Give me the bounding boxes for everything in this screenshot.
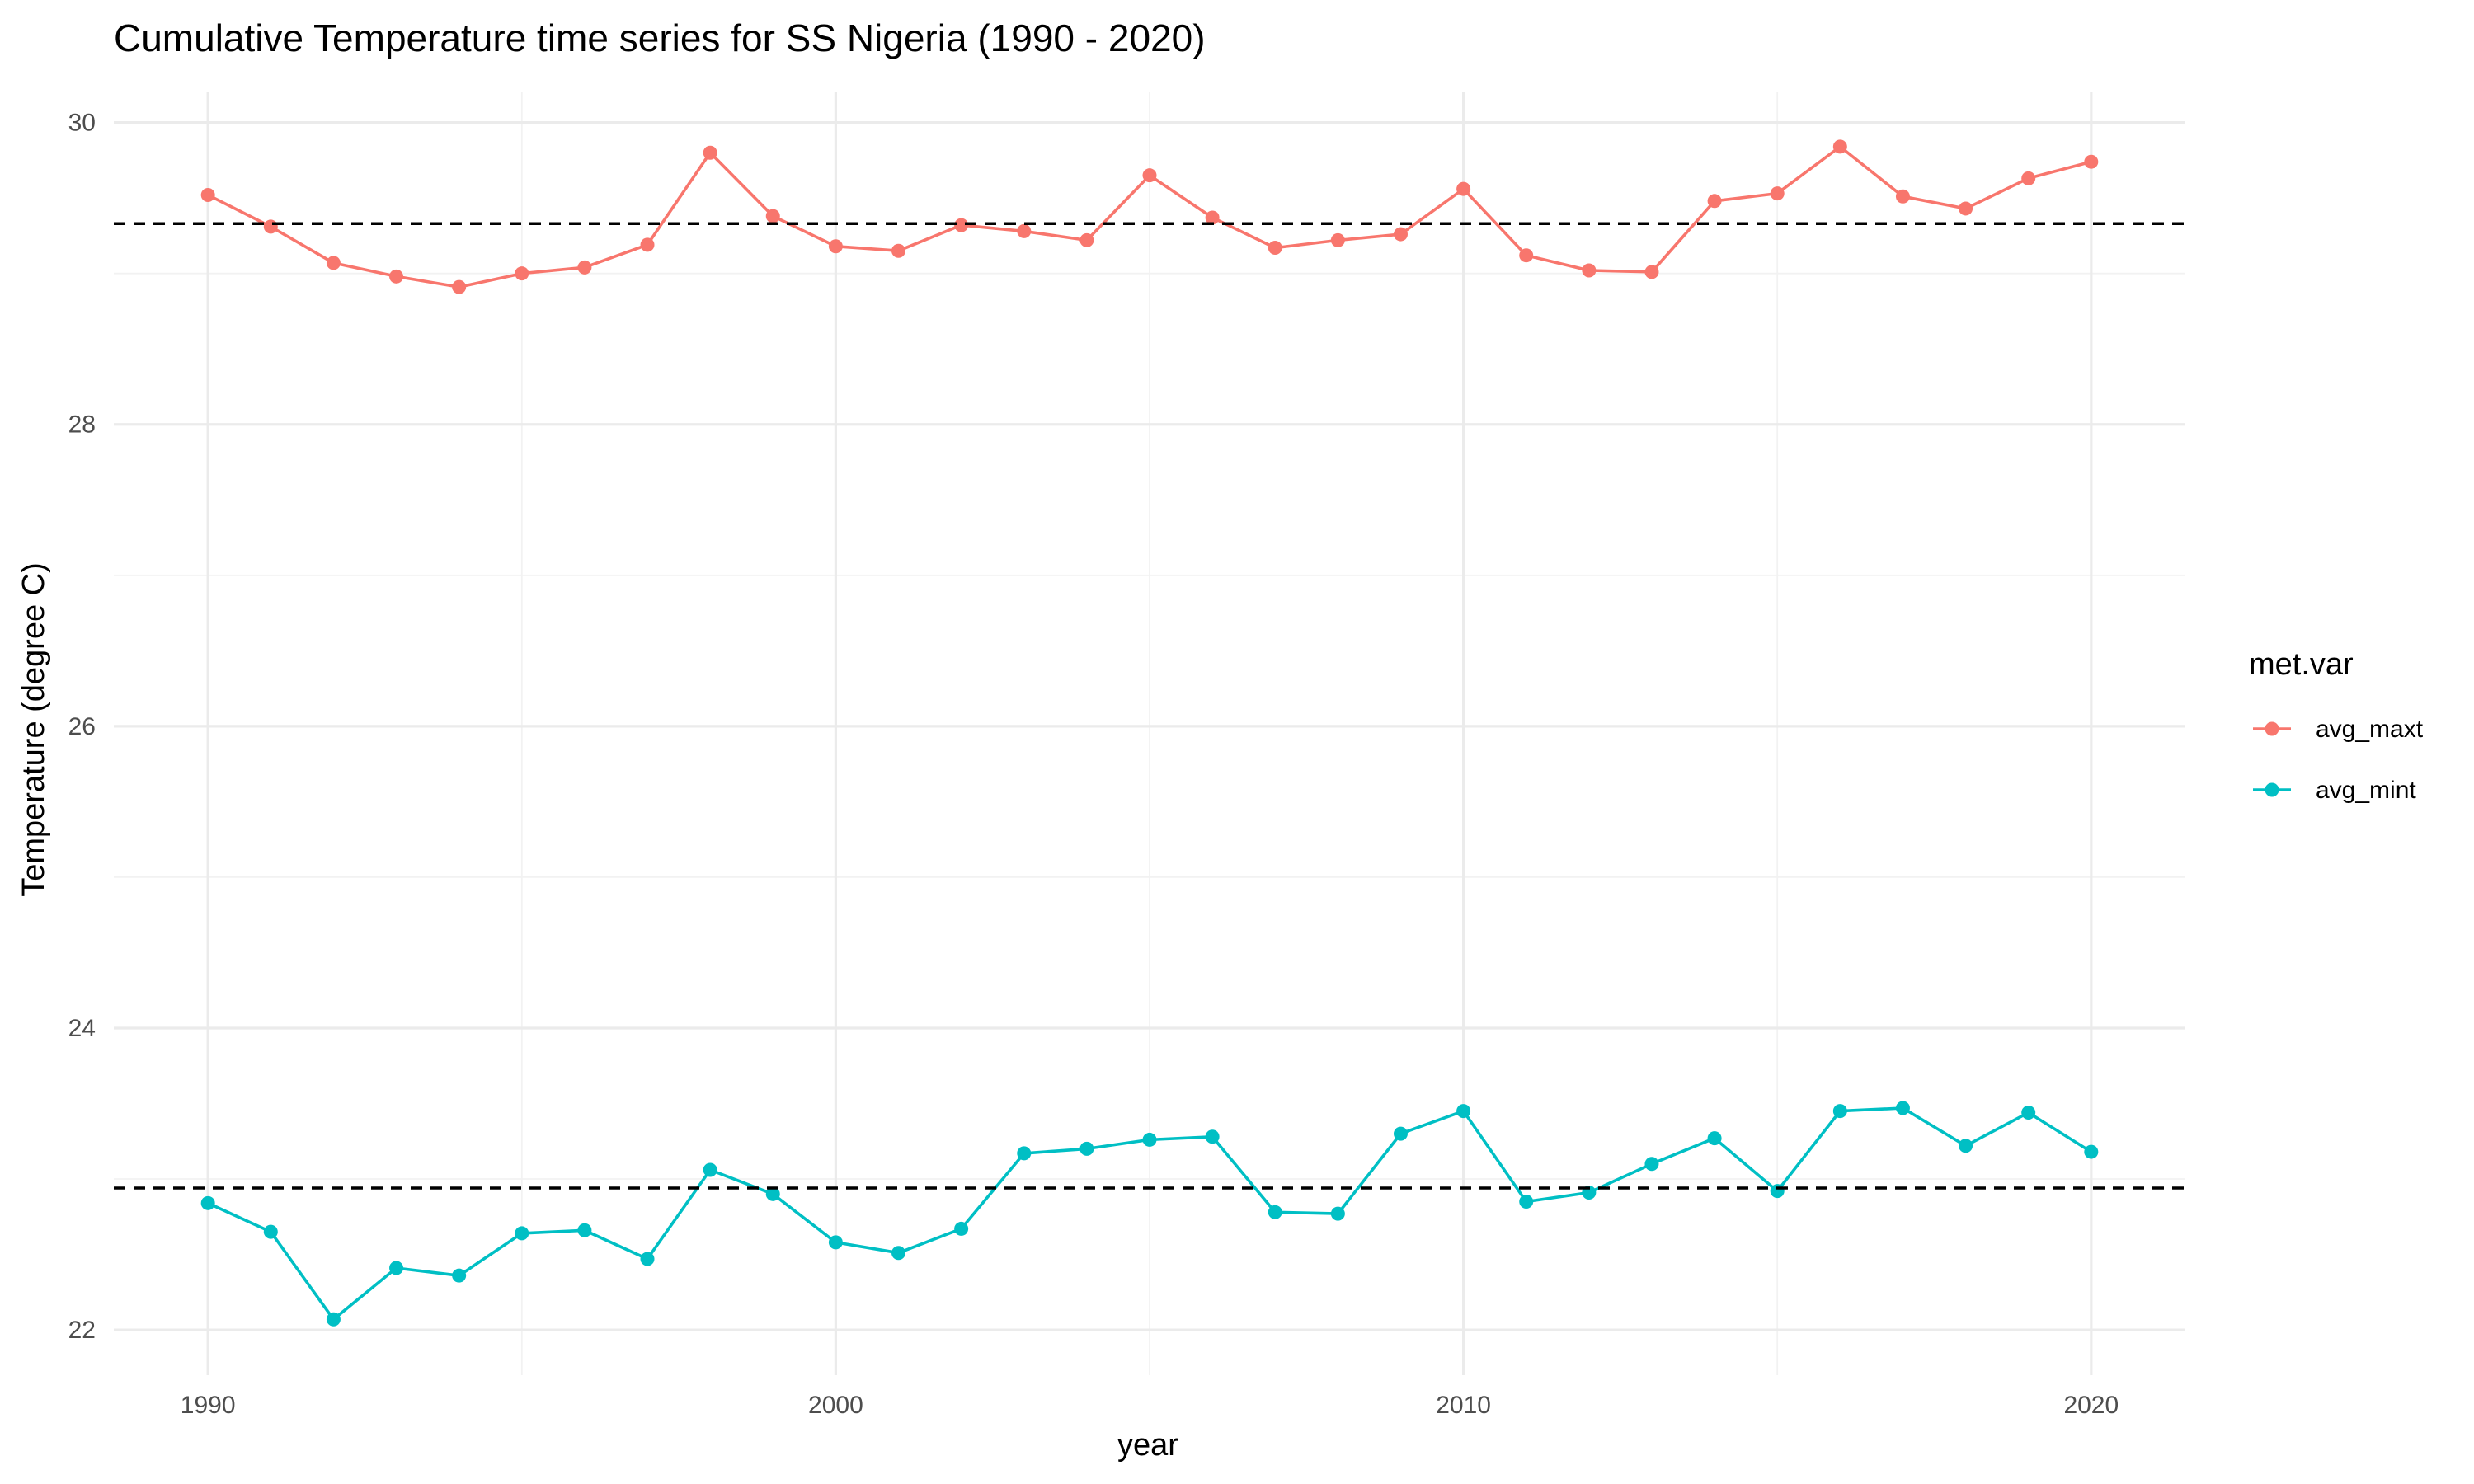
- legend-item-avg_maxt: avg_maxt: [2253, 716, 2424, 743]
- legend-title: met.var: [2249, 647, 2354, 682]
- data-point: [326, 256, 341, 270]
- data-point: [1832, 1104, 1847, 1119]
- y-tick-label: 22: [68, 1317, 96, 1344]
- x-axis-ticks: 1990 2000 2010 2020: [181, 1392, 2119, 1419]
- data-point: [1707, 194, 1722, 209]
- data-point: [640, 237, 655, 252]
- data-point: [389, 269, 404, 284]
- data-point: [263, 219, 278, 234]
- data-point: [1519, 1194, 1534, 1209]
- data-point: [1268, 1205, 1282, 1219]
- data-point: [1959, 201, 1973, 216]
- series-avg_mint: [200, 1101, 2099, 1327]
- chart-title: Cumulative Temperature time series for S…: [114, 16, 1206, 59]
- data-point: [515, 266, 529, 281]
- data-point: [954, 1221, 969, 1236]
- legend-key-point: [2265, 782, 2279, 797]
- data-point: [1644, 265, 1659, 279]
- y-tick-label: 30: [68, 110, 96, 137]
- data-point: [1959, 1139, 1973, 1153]
- y-tick-label: 28: [68, 411, 96, 439]
- data-point: [515, 1226, 529, 1241]
- data-point: [891, 243, 906, 258]
- legend: met.var avg_maxt avg_mint: [2249, 647, 2424, 804]
- data-point: [452, 1268, 467, 1283]
- y-tick-label: 24: [68, 1015, 96, 1042]
- legend-label: avg_maxt: [2316, 716, 2424, 743]
- data-point: [765, 209, 780, 223]
- y-axis-title: Temperature (degree C): [16, 562, 51, 897]
- data-point: [1895, 189, 1910, 204]
- data-point: [828, 1235, 843, 1250]
- data-point: [452, 279, 467, 294]
- legend-item-avg_mint: avg_mint: [2253, 777, 2416, 804]
- data-point: [640, 1252, 655, 1266]
- data-point: [1393, 1126, 1408, 1141]
- legend-label: avg_mint: [2316, 777, 2416, 804]
- data-point: [1895, 1101, 1910, 1115]
- data-point: [1079, 1141, 1094, 1156]
- data-point: [1205, 210, 1220, 225]
- data-point: [2021, 171, 2036, 186]
- data-point: [1079, 232, 1094, 247]
- data-point: [326, 1312, 341, 1327]
- data-point: [1456, 181, 1471, 196]
- data-point: [263, 1224, 278, 1239]
- series: [200, 139, 2099, 1327]
- data-point: [1017, 223, 1032, 238]
- data-point: [1393, 227, 1408, 242]
- x-tick-label: 1990: [181, 1392, 236, 1419]
- x-tick-label: 2010: [1436, 1392, 1491, 1419]
- series-avg_maxt: [200, 139, 2099, 294]
- data-point: [2084, 1144, 2099, 1159]
- data-point: [1770, 186, 1785, 201]
- legend-key-point: [2265, 721, 2279, 736]
- data-point: [1456, 1104, 1471, 1119]
- grid: [114, 92, 2185, 1375]
- data-point: [577, 260, 592, 275]
- legend-items: avg_maxt avg_mint: [2253, 716, 2424, 804]
- data-point: [828, 239, 843, 254]
- y-axis-ticks: 22 24 26 28 30: [68, 110, 96, 1344]
- data-point: [200, 187, 215, 202]
- data-point: [765, 1186, 780, 1201]
- data-point: [954, 218, 969, 232]
- data-point: [1017, 1146, 1032, 1161]
- data-point: [1832, 139, 1847, 154]
- x-tick-label: 2000: [808, 1392, 863, 1419]
- data-point: [1330, 1206, 1345, 1221]
- data-point: [389, 1261, 404, 1275]
- data-point: [703, 1162, 717, 1177]
- data-point: [1330, 232, 1345, 247]
- x-axis-title: year: [1117, 1428, 1178, 1463]
- y-tick-label: 26: [68, 713, 96, 740]
- data-point: [200, 1195, 215, 1210]
- reference-lines: [114, 222, 2185, 1190]
- data-point: [1142, 168, 1157, 183]
- data-point: [1519, 248, 1534, 263]
- data-point: [1644, 1157, 1659, 1172]
- data-point: [577, 1223, 592, 1237]
- data-point: [2084, 154, 2099, 169]
- data-point: [1205, 1129, 1220, 1144]
- data-point: [1707, 1131, 1722, 1146]
- data-point: [1582, 263, 1597, 278]
- data-point: [2021, 1105, 2036, 1120]
- x-tick-label: 2020: [2063, 1392, 2119, 1419]
- data-point: [1268, 241, 1282, 256]
- data-point: [1770, 1184, 1785, 1199]
- data-point: [891, 1246, 906, 1261]
- data-point: [1142, 1132, 1157, 1147]
- data-point: [703, 145, 717, 160]
